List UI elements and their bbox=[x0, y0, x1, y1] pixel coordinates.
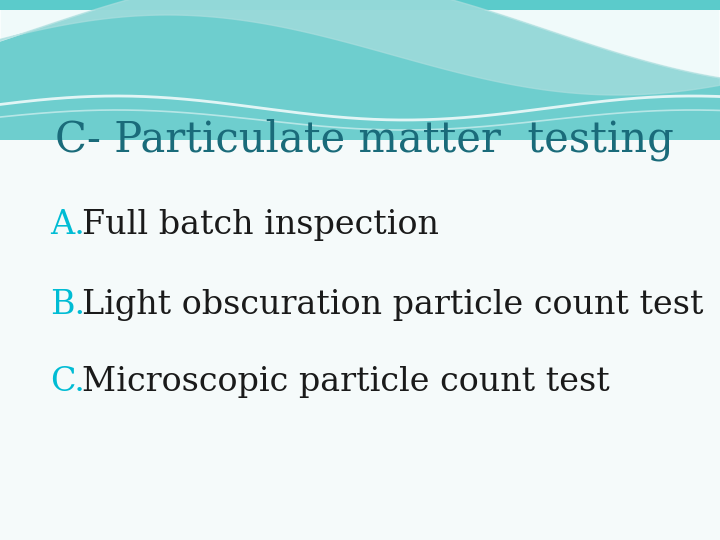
Text: Light obscuration particle count test: Light obscuration particle count test bbox=[82, 289, 703, 321]
Bar bbox=[0, 0, 720, 10]
Text: A.: A. bbox=[50, 209, 85, 241]
Text: C- Particulate matter  testing: C- Particulate matter testing bbox=[55, 119, 674, 161]
Text: C.: C. bbox=[50, 366, 85, 398]
Text: Microscopic particle count test: Microscopic particle count test bbox=[82, 366, 610, 398]
Bar bbox=[0, 0, 720, 140]
Text: Full batch inspection: Full batch inspection bbox=[82, 209, 439, 241]
Text: B.: B. bbox=[50, 289, 85, 321]
